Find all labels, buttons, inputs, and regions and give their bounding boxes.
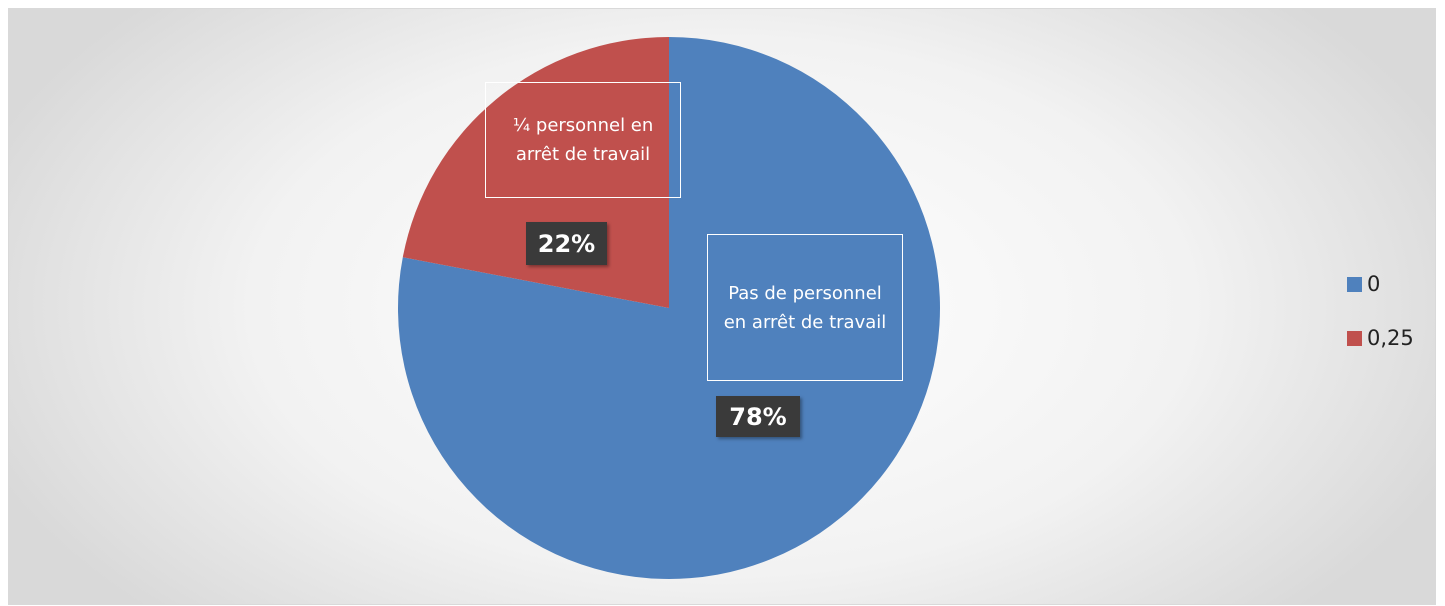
- legend-label: 0,25: [1367, 326, 1414, 350]
- legend-swatch: [1347, 330, 1362, 346]
- value-label: 22%: [526, 222, 607, 265]
- slice-label: Pas de personnel en arrêt de travail: [707, 234, 903, 381]
- legend-item: 0: [1347, 272, 1380, 296]
- legend-label: 0: [1367, 272, 1381, 296]
- value-label: 78%: [716, 396, 800, 437]
- slice-label: ¼ personnel en arrêt de travail: [485, 82, 681, 198]
- legend-swatch: [1347, 276, 1362, 292]
- legend-item: 0,25: [1347, 326, 1414, 350]
